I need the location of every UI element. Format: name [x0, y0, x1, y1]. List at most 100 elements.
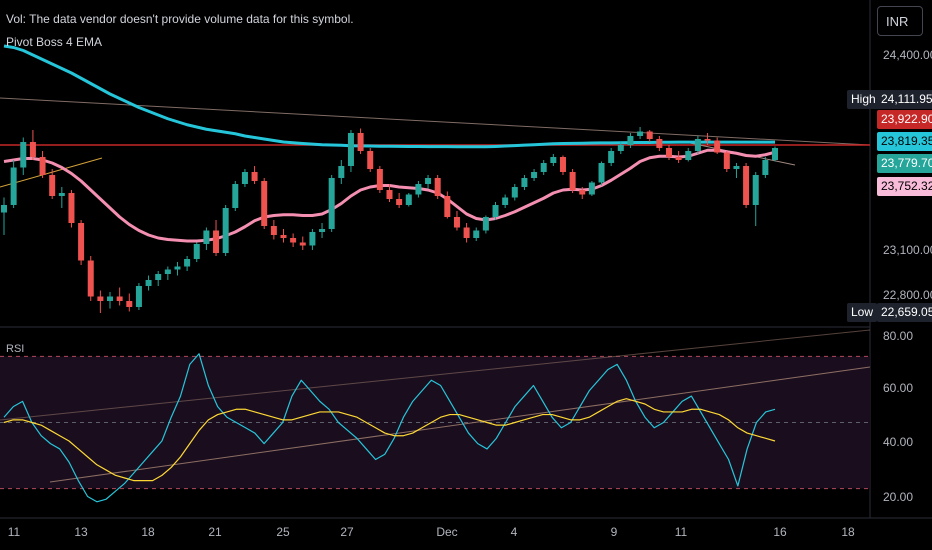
candle-body: [222, 208, 229, 253]
rsi-axis-label: 60.00: [883, 381, 913, 395]
candle-body: [270, 226, 277, 235]
candle-body: [58, 193, 65, 196]
candle-body: [241, 172, 248, 184]
slow-ema-price-tag: 23,819.35: [877, 132, 932, 151]
candle-body: [598, 163, 605, 183]
time-axis-label: 13: [74, 525, 88, 539]
candle-body: [463, 227, 470, 238]
candle-body: [434, 178, 441, 196]
currency-button[interactable]: INR: [877, 6, 923, 36]
candle-body: [637, 131, 644, 136]
low-price-tag: 22,659.05: [877, 303, 932, 322]
time-axis-label: 18: [141, 525, 155, 539]
candles-group: [1, 127, 778, 313]
candle-body: [492, 205, 499, 217]
rsi-pane-label[interactable]: RSI: [6, 343, 25, 355]
candle-body: [78, 223, 85, 261]
price-axis-label: 22,800.00: [883, 288, 932, 302]
rsi-ma-line: [3, 398, 776, 482]
candle-body: [10, 167, 17, 205]
candle-body: [473, 230, 480, 238]
candle-body: [531, 172, 538, 178]
candle-body: [405, 194, 412, 205]
candle-body: [87, 260, 94, 297]
time-axis-label: 21: [208, 525, 222, 539]
volume-legend: Vol: The data vendor doesn't provide vol…: [6, 12, 354, 26]
candle-body: [251, 172, 258, 181]
time-axis-label: 9: [611, 525, 618, 539]
candle-body: [511, 187, 518, 198]
fast-ema-price-tag: 23,752.32: [877, 177, 932, 196]
candle-body: [743, 166, 750, 205]
time-axis-label: Dec: [436, 525, 457, 539]
candle-body: [203, 230, 210, 244]
candle-body: [20, 142, 27, 168]
candle-body: [290, 238, 297, 243]
candle-body: [145, 280, 152, 286]
candle-body: [425, 178, 432, 184]
candle-body: [482, 217, 489, 231]
time-axis-label: 25: [276, 525, 290, 539]
candle-body: [39, 157, 46, 175]
time-axis-label: 11: [675, 525, 688, 539]
time-axis-label: 4: [511, 525, 518, 539]
candle-body: [174, 266, 181, 270]
price-axis-label: 23,100.00: [883, 243, 932, 257]
candle-body: [579, 190, 586, 195]
candle-body: [164, 269, 171, 274]
candle-body: [396, 199, 403, 205]
candle-body: [588, 182, 595, 195]
time-axis-label: 11: [8, 525, 21, 539]
low-label-tag: Low: [847, 303, 878, 322]
candle-body: [347, 133, 354, 166]
candle-body: [155, 274, 162, 280]
price-axis-label: 24,400.00: [883, 48, 932, 62]
candle-body: [627, 136, 634, 145]
candle-body: [299, 242, 306, 246]
time-axis-label: 16: [773, 525, 787, 539]
candle-body: [617, 145, 624, 151]
rsi-line: [3, 353, 776, 503]
candle-body: [675, 157, 682, 160]
candle-body: [550, 157, 557, 163]
candle-body: [193, 244, 200, 259]
rsi-axis-label: 20.00: [883, 490, 913, 504]
time-axis-label: 27: [340, 525, 354, 539]
time-axis-label: 18: [841, 525, 855, 539]
resistance-trendline: [0, 97, 871, 146]
candle-body: [49, 175, 56, 196]
candle-body: [338, 166, 345, 178]
indicator-legend[interactable]: Pivot Boss 4 EMA: [6, 35, 103, 49]
candle-body: [521, 178, 528, 187]
rsi-axis-label: 80.00: [883, 329, 913, 343]
candle-body: [184, 259, 191, 267]
candle-body: [135, 286, 142, 307]
candle-body: [502, 197, 509, 205]
rsi-trendline-lower: [49, 366, 871, 483]
candle-body: [376, 169, 383, 190]
candle-body: [752, 175, 759, 205]
high-label-tag: High: [847, 90, 880, 109]
candle-body: [357, 133, 364, 151]
candle-body: [328, 178, 335, 229]
candle-body: [540, 163, 547, 172]
candle-body: [723, 152, 730, 169]
candle-body: [453, 217, 460, 228]
candle-body: [772, 148, 778, 160]
candle-body: [386, 190, 393, 199]
candle-body: [608, 151, 615, 163]
candle-body: [116, 296, 123, 301]
candle-body: [367, 151, 374, 169]
rsi-trendline-upper: [0, 329, 871, 421]
support-trendline: [0, 157, 103, 188]
candle-body: [1, 205, 7, 213]
candle-body: [665, 148, 672, 157]
candle-body: [694, 139, 701, 151]
last-price-tag: 23,779.70: [877, 154, 932, 173]
candle-body: [656, 139, 663, 148]
candle-body: [646, 131, 653, 139]
candle-body: [685, 151, 692, 160]
candle-body: [733, 166, 740, 169]
candle-body: [107, 296, 114, 301]
